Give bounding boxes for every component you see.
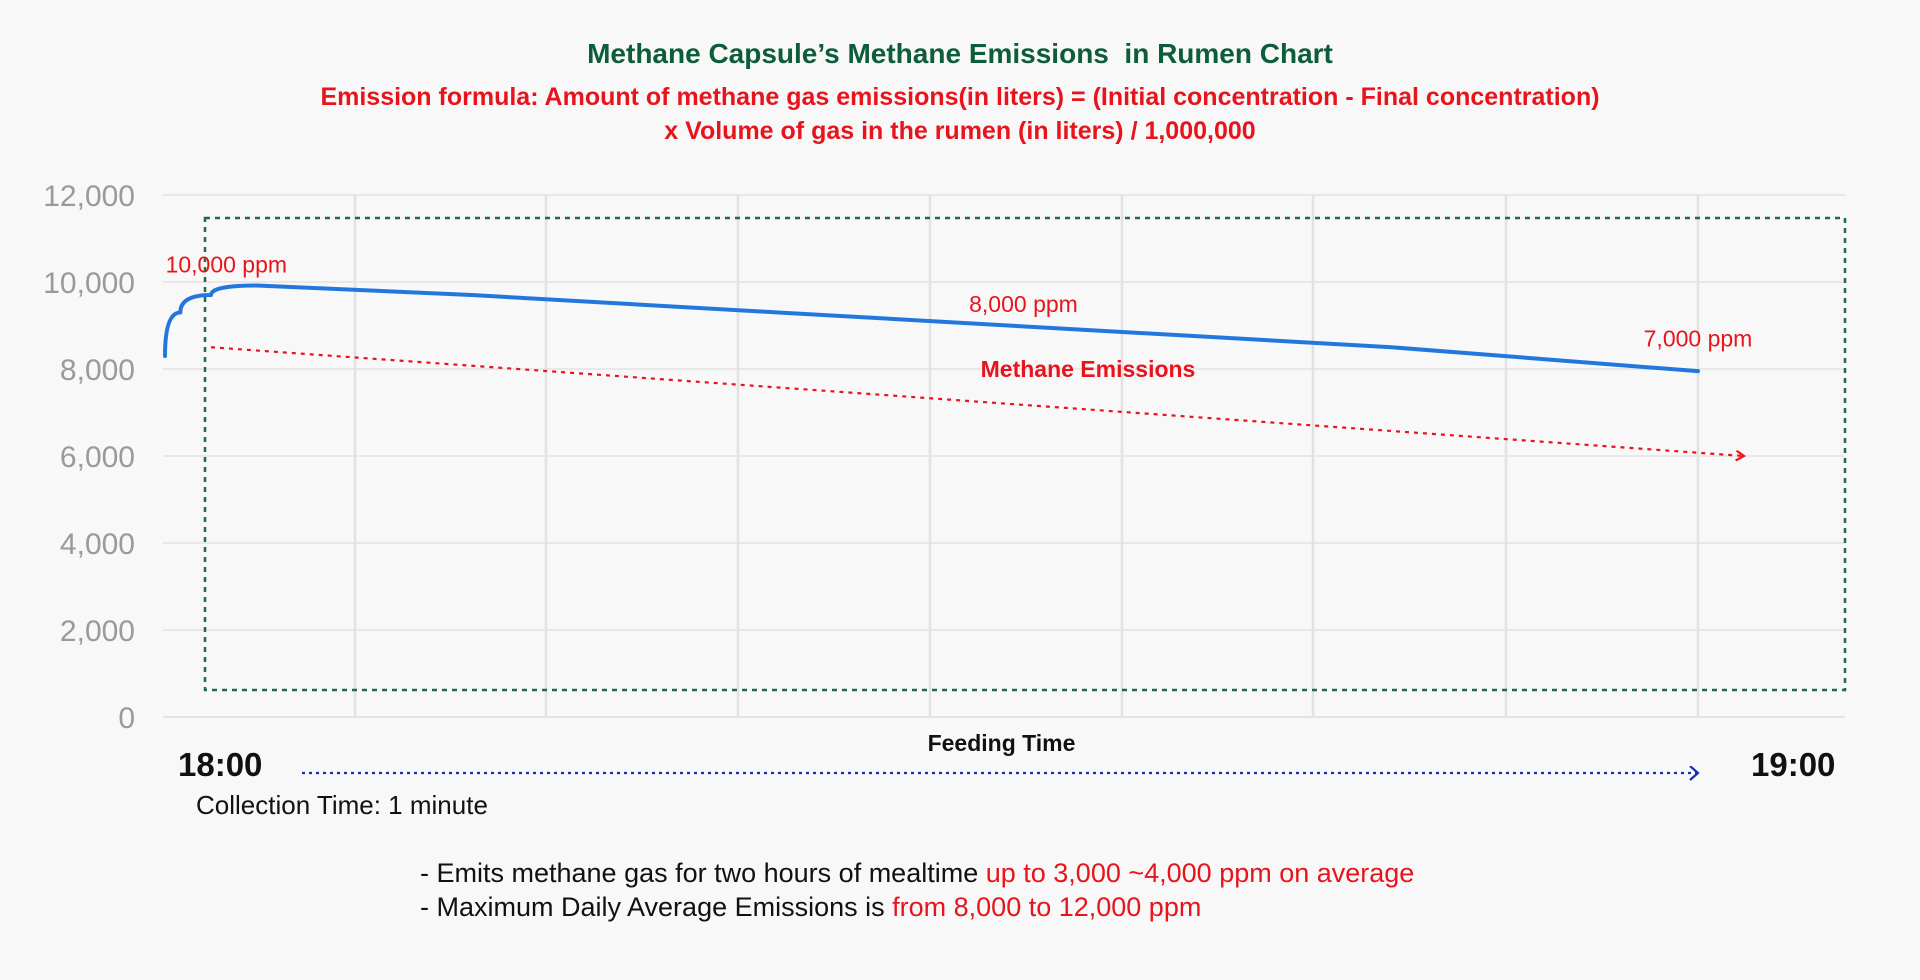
time-start-label: 18:00: [178, 746, 263, 783]
methane-emissions-label: Methane Emissions: [981, 356, 1196, 382]
y-tick-label: 4,000: [60, 528, 135, 561]
note-2-highlight: from 8,000 to 12,000 ppm: [892, 892, 1202, 922]
y-tick-label: 2,000: [60, 615, 135, 648]
chart-title: Methane Capsule’s Methane Emissions in R…: [587, 38, 1333, 69]
formula-line-2: x Volume of gas in the rumen (in liters)…: [664, 117, 1256, 145]
note-1: - Emits methane gas for two hours of mea…: [420, 858, 1414, 889]
y-axis-ticks: 0 2,000 4,000 6,000 8,000 10,000 12,000: [43, 180, 135, 735]
note-1-text: - Emits methane gas for two hours of mea…: [420, 858, 986, 888]
note-2-text: - Maximum Daily Average Emissions is: [420, 892, 893, 922]
y-tick-label: 12,000: [43, 180, 135, 213]
y-tick-label: 6,000: [60, 441, 135, 474]
formula-line-1: Emission formula: Amount of methane gas …: [320, 83, 1600, 111]
grid: [163, 194, 1845, 718]
note-2: - Maximum Daily Average Emissions is fro…: [420, 892, 1201, 923]
y-tick-label: 0: [118, 702, 135, 735]
note-1-highlight: up to 3,000 ~4,000 ppm on average: [985, 858, 1415, 888]
methane-emissions-arrow: [210, 346, 1744, 456]
x-axis-label: Feeding Time: [927, 730, 1076, 756]
ppm-annotation: 8,000 ppm: [969, 291, 1078, 317]
highlight-box: [203, 216, 1847, 692]
ppm-annotation: 7,000 ppm: [1644, 326, 1753, 352]
y-tick-label: 10,000: [43, 267, 135, 300]
ppm-annotation: 10,000 ppm: [166, 252, 287, 278]
time-end-label: 19:00: [1751, 746, 1836, 783]
series: Methane Emissions: [163, 283, 1744, 456]
collection-time: Collection Time: 1 minute: [196, 790, 488, 820]
y-tick-label: 8,000: [60, 354, 135, 387]
annotations: 10,000 ppm 8,000 ppm 7,000 ppm: [166, 252, 1753, 352]
series-line: [163, 283, 1700, 374]
